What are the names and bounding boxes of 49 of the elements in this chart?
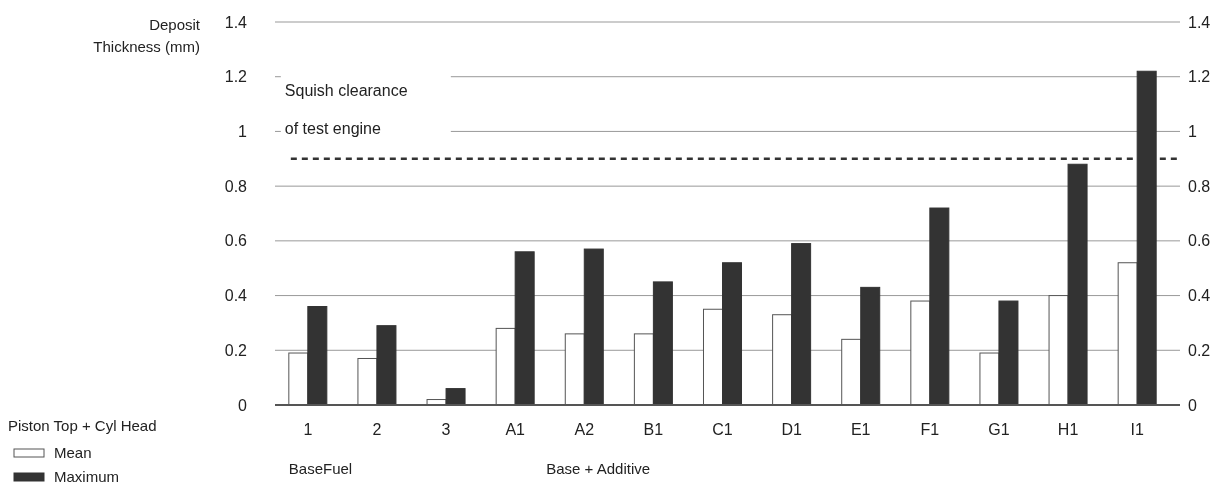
- y-tick-label: 1: [238, 123, 248, 141]
- bar: [376, 325, 397, 406]
- bar: [1067, 163, 1088, 406]
- y2-tick-label: 0.2: [1188, 341, 1211, 359]
- x-tick-label: I1: [1130, 421, 1144, 438]
- bar: [791, 243, 812, 406]
- text: Squish clearance of test engine: [284, 81, 408, 137]
- y2-tick-label: 1.2: [1188, 68, 1211, 86]
- x-tick-label: B1: [643, 421, 664, 438]
- bar: [445, 388, 466, 406]
- bar: [860, 286, 881, 406]
- x-tick-label: F1: [920, 421, 940, 438]
- x-tick-label: A1: [505, 421, 526, 438]
- x-tick-label: H1: [1057, 421, 1079, 438]
- y-tick-label: 0.8: [224, 177, 248, 195]
- y2-tick-label: 0: [1188, 396, 1197, 414]
- x-tick-label: E1: [850, 421, 871, 438]
- bar: [1136, 70, 1157, 406]
- y-tick-label: 1.4: [224, 13, 248, 31]
- legend-label: Mean: [54, 444, 92, 462]
- legend-label: Maximum: [54, 468, 120, 486]
- bar: [998, 300, 1019, 406]
- text: Base + Additive: [546, 460, 651, 477]
- y2-tick-label: 0.4: [1188, 287, 1211, 305]
- bar: [583, 248, 604, 406]
- x-tick-label: A2: [574, 421, 595, 438]
- y2-tick-label: 1: [1188, 123, 1197, 141]
- y-tick-label: 0.6: [224, 232, 248, 250]
- text: BaseFuel: [288, 460, 353, 477]
- y-tick-label: 0.4: [224, 287, 248, 305]
- bar: [652, 281, 673, 406]
- x-tick-label: D1: [781, 421, 802, 438]
- y-tick-label: 0.2: [224, 341, 248, 359]
- y2-tick-label: 1.4: [1188, 13, 1211, 31]
- y-tick-label: 1.2: [224, 68, 248, 86]
- x-tick-label: G1: [988, 421, 1010, 438]
- bar: [929, 207, 950, 406]
- y2-tick-label: 0.8: [1188, 177, 1211, 195]
- x-tick-label: 1: [303, 421, 313, 438]
- x-tick-label: C1: [712, 421, 733, 438]
- bar: [722, 262, 743, 406]
- x-tick-label: 3: [441, 421, 451, 438]
- x-tick-label: 2: [372, 421, 382, 438]
- y2-tick-label: 0.6: [1188, 232, 1211, 250]
- bar: [514, 251, 535, 406]
- y-axis-title: Deposit Thickness (mm): [93, 16, 201, 55]
- legend-title: Piston Top + Cyl Head: [8, 417, 157, 434]
- bar: [307, 306, 328, 406]
- y-tick-label: 0: [238, 396, 248, 414]
